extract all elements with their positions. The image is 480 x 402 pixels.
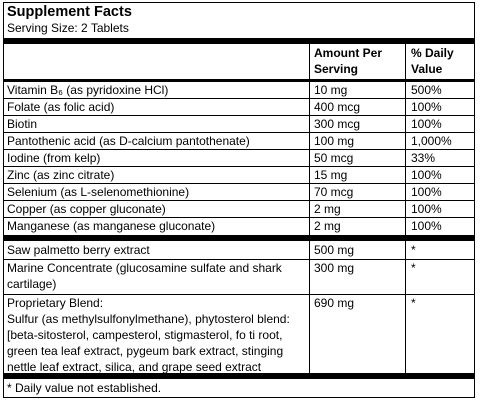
nutrient-dv: 100% [411, 185, 442, 199]
nutrient-dv: 500% [411, 83, 442, 97]
footnote: * Daily value not established. [7, 381, 162, 395]
nutrient-dv: 100% [411, 117, 442, 131]
nutrient-dv: 100% [411, 100, 442, 114]
nutrient-dv: 1,000% [411, 134, 452, 148]
section-rule [4, 235, 474, 241]
nutrient-amount: 300 mcg [314, 117, 361, 131]
nutrient-dv: 100% [411, 219, 442, 233]
row-divider [4, 166, 474, 167]
amount-header-line2: Serving [314, 62, 359, 76]
row-divider [4, 115, 474, 116]
nutrient-amount: 50 mcg [314, 151, 354, 165]
nutrient-amount: 70 mcg [314, 185, 354, 199]
proprietary-blend-dv: * [411, 296, 416, 310]
nutrient-name: Biotin [7, 117, 38, 131]
nutrient-name: Iodine (from kelp) [7, 151, 101, 165]
row-divider [4, 259, 474, 260]
nutrient-dv: 100% [411, 202, 442, 216]
serving-size: Serving Size: 2 Tablets [7, 21, 129, 35]
proprietary-blend-name: Proprietary Blend: [7, 296, 104, 310]
marine-concentrate-dv: * [411, 261, 416, 275]
marine-concentrate-name: Marine Concentrate (glucosamine sulfate … [7, 261, 282, 291]
nutrient-amount: 100 mg [314, 134, 355, 148]
nutrient-amount: 15 mg [314, 168, 348, 182]
nutrient-name: Zinc (as zinc citrate) [7, 168, 115, 182]
amount-column-divider [309, 44, 310, 373]
nutrient-dv: 33% [411, 151, 436, 165]
row-divider [4, 98, 474, 99]
proprietary-blend-amount: 690 mg [314, 296, 355, 310]
saw-palmetto-dv: * [411, 243, 416, 257]
proprietary-blend-description: Sulfur (as methylsulfonylmethane), phyto… [7, 312, 290, 374]
row-divider [4, 294, 474, 295]
row-divider [4, 149, 474, 150]
supplement-facts-panel: Supplement Facts Serving Size: 2 Tablets… [3, 2, 475, 398]
dv-column-divider [405, 44, 406, 373]
row-divider [4, 132, 474, 133]
nutrient-amount: 400 mcg [314, 100, 361, 114]
nutrient-amount: 10 mg [314, 83, 348, 97]
panel-title: Supplement Facts [7, 4, 132, 20]
nutrient-name: Folate (as folic acid) [7, 100, 115, 114]
nutrient-name: Copper (as copper gluconate) [7, 202, 166, 216]
dv-header-line2: Value [411, 62, 443, 76]
nutrient-name: Selenium (as L-selenomethionine) [7, 185, 190, 199]
amount-header-line1: Amount Per [314, 46, 383, 60]
nutrient-amount: 2 mg [314, 219, 341, 233]
footer-rule [4, 373, 474, 379]
saw-palmetto-amount: 500 mg [314, 243, 355, 257]
row-divider [4, 183, 474, 184]
nutrient-name: Pantothenic acid (as D-calcium pantothen… [7, 134, 250, 148]
nutrient-amount: 2 mg [314, 202, 341, 216]
column-header-rule [4, 79, 474, 82]
header-rule [4, 38, 474, 44]
nutrient-dv: 100% [411, 168, 442, 182]
nutrient-name: Vitamin B₆ (as pyridoxine HCl) [7, 83, 169, 97]
row-divider [4, 217, 474, 218]
saw-palmetto-name: Saw palmetto berry extract [7, 243, 150, 257]
nutrient-name: Manganese (as manganese gluconate) [7, 219, 216, 233]
marine-concentrate-amount: 300 mg [314, 261, 355, 275]
dv-header-line1: % Daily [411, 46, 454, 60]
row-divider [4, 200, 474, 201]
